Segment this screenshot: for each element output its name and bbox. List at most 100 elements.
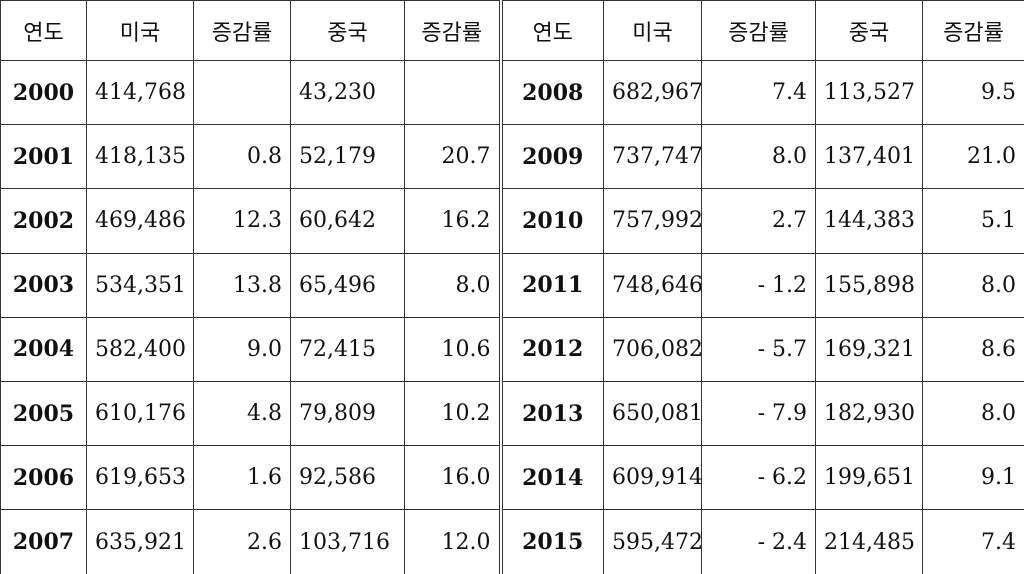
china-rate-cell: 16.2 [404, 188, 501, 254]
china-value-cell: 113,527 [815, 59, 923, 126]
usa-rate-cell [193, 59, 291, 126]
usa-value-cell: 610,176 [86, 380, 194, 447]
china-value-cell: 60,642 [290, 188, 405, 254]
table-row: 2007 635,921 2.6 103,716 12.0 2015 595,472- 2.… [0, 509, 1024, 574]
year-cell: 2000 [0, 59, 87, 126]
usa-value-cell: 748,646 [603, 252, 702, 318]
table-row: 2000 414,768 43,230 2008 682,967 7.4 113,527 9.… [0, 59, 1024, 126]
china-rate-cell: 20.7 [404, 124, 501, 190]
column-header: 증감률 [404, 0, 501, 61]
header-row: 연도 미국 증감률 중국 증감률 연도 미국 증감률 중국 증감률 [0, 0, 1024, 61]
china-value-cell: 137,401 [815, 124, 923, 190]
usa-value-cell: 418,135 [86, 124, 194, 190]
usa-value-cell: 414,768 [86, 59, 194, 126]
column-header: 연도 [0, 0, 87, 61]
china-rate-cell: 16.0 [404, 445, 501, 511]
year-cell: 2011 [498, 252, 604, 318]
china-value-cell: 103,716 [290, 509, 405, 574]
usa-value-cell: 635,921 [86, 509, 194, 574]
usa-rate-cell: 4.8 [193, 380, 291, 447]
china-rate-cell: 8.6 [922, 316, 1024, 382]
year-cell: 2014 [498, 445, 604, 511]
usa-value-cell: 609,914 [603, 445, 702, 511]
table-row: 2001 418,135 0.8 52,179 20.7 2009 737,747 8.0 13… [0, 124, 1024, 190]
china-rate-cell: 5.1 [922, 188, 1024, 254]
china-rate-cell: 7.4 [922, 509, 1024, 574]
year-cell: 2013 [498, 380, 604, 447]
china-rate-cell: 9.1 [922, 445, 1024, 511]
table-body: 2000 414,768 43,230 2008 682,967 7.4 113,527 9.… [0, 59, 1024, 574]
china-rate-cell: 10.2 [404, 380, 501, 447]
usa-value-cell: 469,486 [86, 188, 194, 254]
year-cell: 2009 [498, 124, 604, 190]
column-header: 증감률 [193, 0, 291, 61]
usa-rate-cell: 9.0 [193, 316, 291, 382]
usa-value-cell: 619,653 [86, 445, 194, 511]
china-rate-cell: 9.5 [922, 59, 1024, 126]
china-value-cell: 65,496 [290, 252, 405, 318]
year-cell: 2010 [498, 188, 604, 254]
china-value-cell: 52,179 [290, 124, 405, 190]
china-value-cell: 199,651 [815, 445, 923, 511]
usa-rate-cell: - 6.2 [701, 445, 816, 511]
usa-rate-cell: 1.6 [193, 445, 291, 511]
table-header: 연도 미국 증감률 중국 증감률 연도 미국 증감률 중국 증감률 [0, 0, 1024, 61]
usa-value-cell: 737,747 [603, 124, 702, 190]
table-row: 2002 469,486 12.3 60,642 16.2 2010 757,992 2.7 1… [0, 188, 1024, 254]
column-header: 미국 [603, 0, 702, 61]
usa-rate-cell: 8.0 [701, 124, 816, 190]
china-rate-cell: 12.0 [404, 509, 501, 574]
column-header: 연도 [498, 0, 604, 61]
china-value-cell: 169,321 [815, 316, 923, 382]
year-cell: 2001 [0, 124, 87, 190]
usa-rate-cell: 13.8 [193, 252, 291, 318]
column-header: 중국 [290, 0, 405, 61]
year-cell: 2007 [0, 509, 87, 574]
year-cell: 2002 [0, 188, 87, 254]
column-header: 증감률 [922, 0, 1024, 61]
usa-value-cell: 534,351 [86, 252, 194, 318]
usa-value-cell: 757,992 [603, 188, 702, 254]
usa-rate-cell: 7.4 [701, 59, 816, 126]
usa-rate-cell: 0.8 [193, 124, 291, 190]
usa-value-cell: 682,967 [603, 59, 702, 126]
year-cell: 2008 [498, 59, 604, 126]
usa-value-cell: 582,400 [86, 316, 194, 382]
usa-value-cell: 706,082 [603, 316, 702, 382]
usa-rate-cell: 2.6 [193, 509, 291, 574]
china-rate-cell [404, 59, 501, 126]
table-row: 2005 610,176 4.8 79,809 10.2 2013 650,081- 7.9… [0, 380, 1024, 447]
china-rate-cell: 21.0 [922, 124, 1024, 190]
china-rate-cell: 8.0 [404, 252, 501, 318]
usa-value-cell: 595,472 [603, 509, 702, 574]
column-header: 증감률 [701, 0, 816, 61]
column-header: 중국 [815, 0, 923, 61]
year-cell: 2012 [498, 316, 604, 382]
year-cell: 2005 [0, 380, 87, 447]
year-cell: 2015 [498, 509, 604, 574]
column-header: 미국 [86, 0, 194, 61]
table-row: 2003 534,351 13.8 65,496 8.0 2011 748,646- 1.2… [0, 252, 1024, 318]
usa-rate-cell: 12.3 [193, 188, 291, 254]
china-value-cell: 72,415 [290, 316, 405, 382]
china-value-cell: 92,586 [290, 445, 405, 511]
china-value-cell: 182,930 [815, 380, 923, 447]
year-cell: 2006 [0, 445, 87, 511]
china-value-cell: 144,383 [815, 188, 923, 254]
china-value-cell: 155,898 [815, 252, 923, 318]
usa-rate-cell: - 7.9 [701, 380, 816, 447]
china-value-cell: 79,809 [290, 380, 405, 447]
china-value-cell: 43,230 [290, 59, 405, 126]
year-cell: 2004 [0, 316, 87, 382]
table-row: 2006 619,653 1.6 92,586 16.0 2014 609,914- 6.2… [0, 445, 1024, 511]
table-row: 2004 582,400 9.0 72,415 10.6 2012 706,082- 5.7… [0, 316, 1024, 382]
usa-value-cell: 650,081 [603, 380, 702, 447]
china-value-cell: 214,485 [815, 509, 923, 574]
china-rate-cell: 8.0 [922, 252, 1024, 318]
china-rate-cell: 8.0 [922, 380, 1024, 447]
year-cell: 2003 [0, 252, 87, 318]
usa-rate-cell: - 2.4 [701, 509, 816, 574]
usa-rate-cell: - 5.7 [701, 316, 816, 382]
china-rate-cell: 10.6 [404, 316, 501, 382]
